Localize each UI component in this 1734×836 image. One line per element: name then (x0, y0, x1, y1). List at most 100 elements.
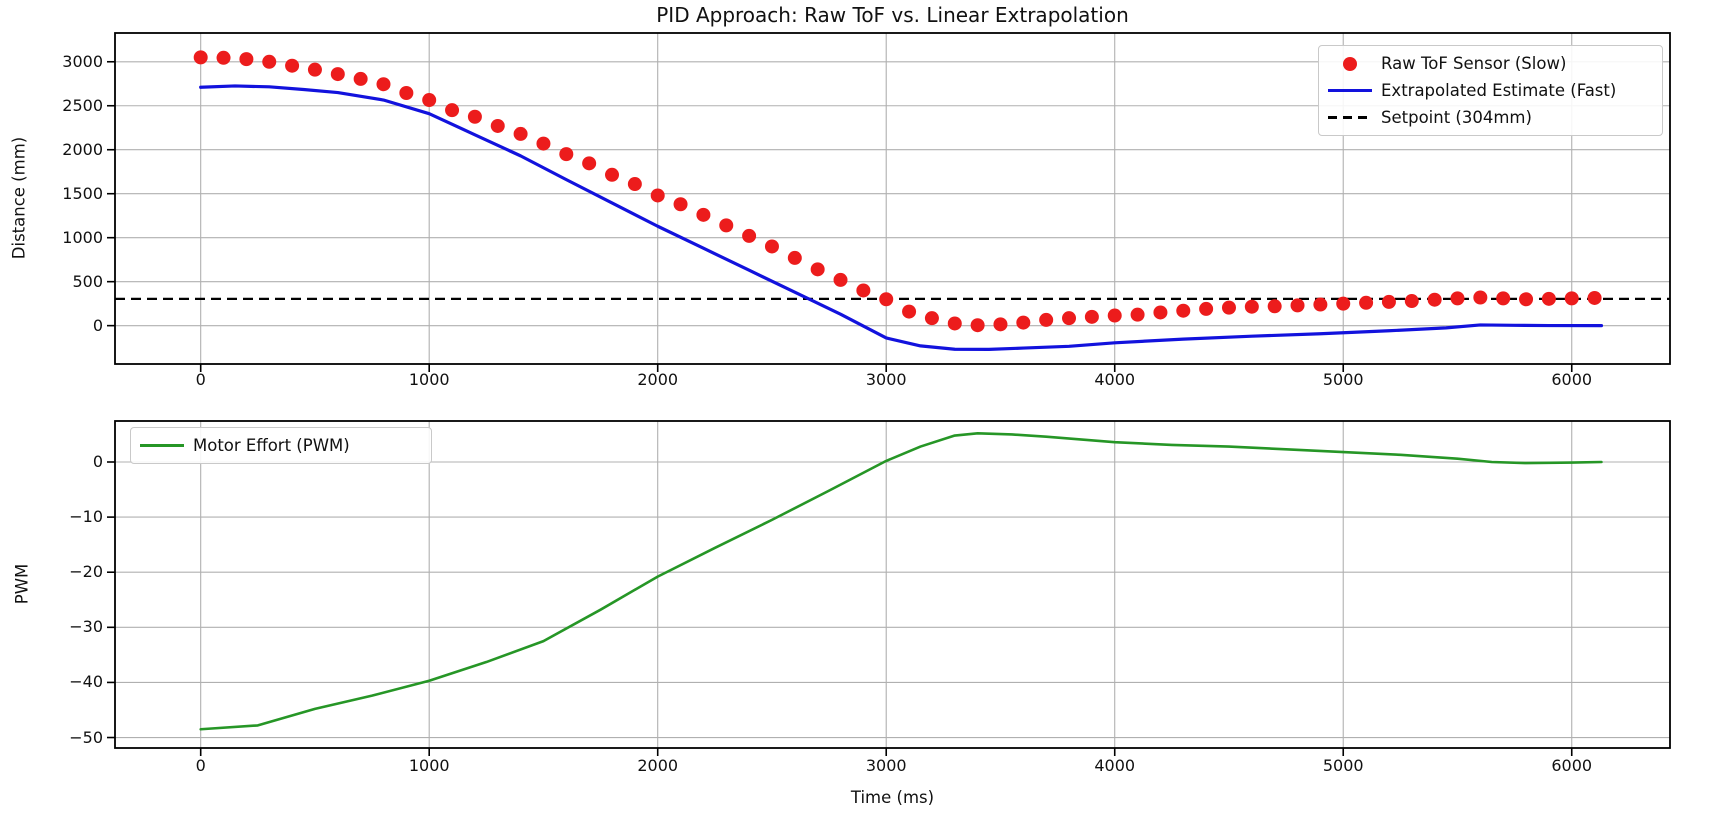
x-tick-label: 4000 (1094, 370, 1136, 389)
raw-tof-dot (330, 67, 345, 82)
y-tick-label: 0 (92, 315, 103, 335)
raw-tof-dot (696, 207, 711, 222)
raw-tof-dot (1130, 307, 1145, 322)
x-tick-label: 3000 (865, 370, 907, 389)
pwm-line (199, 432, 1603, 731)
raw-tof-dot (1404, 294, 1419, 309)
legend-label: Setpoint (304mm) (1381, 108, 1532, 127)
raw-tof-dot (856, 283, 871, 298)
blue-line-marker-icon (1327, 88, 1373, 93)
raw-tof-dot (239, 52, 254, 67)
raw-tof-dot (513, 126, 528, 141)
x-tick-label: 1000 (408, 370, 450, 389)
axes-spine (114, 420, 1671, 749)
raw-tof-dot (1450, 291, 1465, 306)
raw-tof-dot (536, 136, 551, 151)
raw-tof-dot (262, 54, 277, 69)
x-tick-label: 0 (195, 370, 206, 389)
y-tick-label: −30 (69, 617, 103, 637)
raw-tof-dot (1107, 308, 1122, 323)
y-tick-label: −10 (69, 507, 103, 527)
dashed-line-marker-icon (1327, 116, 1373, 119)
raw-tof-dot (582, 156, 597, 171)
raw-tof-dot (719, 218, 734, 233)
raw-tof-dot (1267, 299, 1282, 314)
y-tick-label: 1500 (62, 183, 103, 203)
y-tick-label: 2000 (62, 139, 103, 159)
legend-label: Motor Effort (PWM) (193, 436, 350, 455)
raw-tof-dot (993, 317, 1008, 332)
legend-item-raw-tof: Raw ToF Sensor (Slow) (1327, 50, 1654, 77)
x-tick-label: 4000 (1094, 756, 1136, 775)
raw-tof-dot (1016, 315, 1031, 330)
raw-tof-dot (673, 197, 688, 212)
legend-label: Extrapolated Estimate (Fast) (1381, 81, 1617, 100)
raw-tof-dot (1084, 309, 1099, 324)
chart-title: PID Approach: Raw ToF vs. Linear Extrapo… (656, 3, 1129, 27)
raw-tof-dot (764, 239, 779, 254)
raw-tof-dot (399, 85, 414, 100)
y-tick-label: 500 (72, 271, 103, 291)
raw-tof-dot (605, 167, 620, 182)
x-tick-label: 2000 (637, 370, 679, 389)
raw-tof-dot (1244, 299, 1259, 314)
raw-tof-dot (193, 50, 208, 65)
legend-bottom-chart: Motor Effort (PWM) (130, 427, 432, 464)
raw-tof-dot (833, 272, 848, 287)
x-axis-label-time: Time (ms) (850, 788, 935, 807)
raw-tof-dot (422, 93, 437, 108)
raw-tof-dot (216, 50, 231, 65)
legend-item-setpoint: Setpoint (304mm) (1327, 104, 1654, 131)
raw-tof-dot (1587, 290, 1602, 305)
raw-tof-dot (376, 77, 391, 92)
raw-tof-dot (490, 118, 505, 133)
raw-tof-dot (353, 71, 368, 86)
axes-spine (114, 32, 1671, 365)
raw-tof-dot (559, 147, 574, 162)
y-tick-label: 2500 (62, 95, 103, 115)
y-axis-label-distance: Distance (mm) (9, 136, 29, 260)
raw-tof-dot (467, 109, 482, 124)
raw-tof-dot (947, 316, 962, 331)
raw-tof-dot (307, 62, 322, 77)
x-tick-label: 3000 (865, 756, 907, 775)
y-tick-label: −40 (69, 672, 103, 692)
raw-tof-dot (1336, 296, 1351, 311)
raw-tof-dot (650, 188, 665, 203)
y-tick-label: −20 (69, 562, 103, 582)
raw-tof-dot (1153, 305, 1168, 320)
raw-tof-dot (1473, 290, 1488, 305)
red-dot-marker-icon (1327, 56, 1373, 71)
y-tick-label: −50 (69, 727, 103, 747)
legend-label: Raw ToF Sensor (Slow) (1381, 54, 1567, 73)
x-tick-label: 5000 (1322, 756, 1364, 775)
x-tick-label: 6000 (1551, 756, 1593, 775)
raw-tof-dot (1381, 294, 1396, 309)
raw-tof-dot (1541, 291, 1556, 306)
raw-tof-dot (1199, 301, 1214, 316)
x-tick-label: 5000 (1322, 370, 1364, 389)
raw-tof-dot (970, 318, 985, 333)
raw-tof-dot (1039, 312, 1054, 327)
extrapolated-line (199, 84, 1604, 351)
raw-tof-dot (924, 311, 939, 326)
raw-tof-dot (902, 304, 917, 319)
raw-tof-dot (1290, 298, 1305, 313)
y-tick-label: 0 (92, 451, 103, 471)
raw-tof-dot (742, 228, 757, 243)
raw-tof-dot (627, 177, 642, 192)
x-tick-label: 2000 (637, 756, 679, 775)
raw-tof-dot (787, 250, 802, 265)
raw-tof-dot (1221, 300, 1236, 315)
raw-tof-dot (285, 58, 300, 73)
raw-tof-dot (1359, 295, 1374, 310)
legend-top-chart: Raw ToF Sensor (Slow) Extrapolated Estim… (1318, 45, 1663, 136)
y-tick-label: 1000 (62, 227, 103, 247)
raw-tof-dot (1564, 291, 1579, 306)
x-tick-label: 0 (195, 756, 206, 775)
legend-item-extrapolated: Extrapolated Estimate (Fast) (1327, 77, 1654, 104)
raw-tof-dot (445, 103, 460, 118)
raw-tof-dot (1519, 292, 1534, 307)
raw-tof-dot (1062, 311, 1077, 326)
